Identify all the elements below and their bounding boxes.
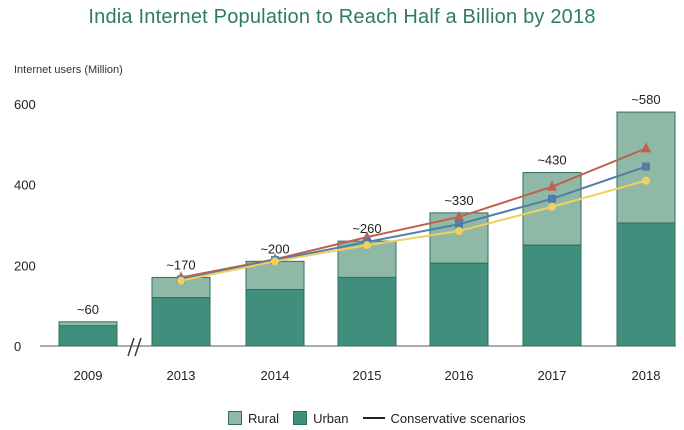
scenario-point [177,276,185,285]
y-tick-label: 0 [14,339,21,354]
x-tick-label: 2018 [632,368,661,383]
y-tick-label: 600 [14,97,36,112]
scenario-point [455,227,463,236]
bar-total-label: ~60 [77,302,99,317]
scenario-point [454,210,464,221]
legend-swatch-rural [228,411,242,425]
legend-item-urban: Urban [293,410,349,426]
legend-label-conservative: Conservative scenarios [390,410,526,426]
bar-urban [337,276,397,347]
x-tick-label: 2013 [167,368,196,383]
scenario-point [363,241,371,250]
scenario-point [548,202,556,211]
x-tick-label: 2015 [353,368,382,383]
y-axis-label: Internet users (Million) [14,64,123,76]
scenario-point [641,142,651,153]
legend-label-urban: Urban [313,410,349,426]
bar-total-label: ~170 [166,257,195,272]
bar-total-label: ~580 [631,92,660,107]
scenario-point [642,176,650,185]
legend-line-conservative [362,417,385,419]
bar-urban [151,297,211,347]
scenario-line [180,165,647,281]
chart-legend: Rural Urban Conservative scenarios [228,408,540,428]
y-tick-label: 400 [14,178,36,193]
legend-label-rural: Rural [248,410,280,426]
scenario-point [455,220,463,229]
y-tick-label: 200 [14,258,36,273]
legend-swatch-urban [293,411,308,425]
scenario-point [547,180,557,191]
bar-urban [429,262,489,347]
scenario-point [642,162,650,171]
scenario-point [548,194,556,203]
axis-break-mark [127,337,135,357]
bar-urban [616,222,676,347]
bar-urban [522,244,582,347]
bar-total-label: ~330 [444,193,473,208]
x-tick-label: 2016 [445,368,474,383]
axis-break-mark [134,337,142,357]
bar-rural [58,321,118,327]
x-tick-label: 2014 [261,368,290,383]
bar-urban [58,325,118,347]
legend-item-rural: Rural [228,411,279,426]
x-tick-label: 2009 [74,368,103,383]
bar-total-label: ~200 [260,241,289,256]
legend-item-conservative: Conservative scenarios [362,410,526,426]
bar-urban [245,289,305,347]
bar-total-label: ~260 [352,221,381,236]
chart-title: India Internet Population to Reach Half … [88,6,596,28]
scenario-line [180,179,647,282]
scenario-point [271,257,279,266]
bar-total-label: ~430 [537,153,566,168]
x-tick-label: 2017 [538,368,567,383]
